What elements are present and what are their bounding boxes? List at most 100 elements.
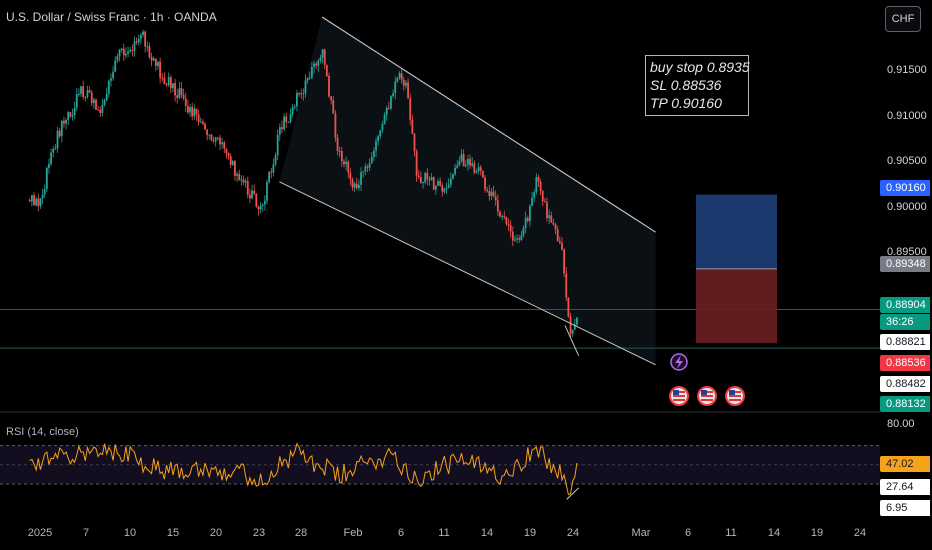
candle-body — [45, 168, 48, 190]
candle-body — [338, 150, 341, 152]
candle-body — [276, 134, 279, 156]
rsi-value-tag: 27.64 — [880, 479, 930, 495]
candle-body — [514, 239, 516, 241]
candle-body — [449, 178, 452, 185]
y-tick-label: 0.91000 — [887, 110, 927, 122]
channel-upper-line-overlay — [321, 16, 656, 233]
candle-body — [509, 225, 512, 232]
candle-body — [407, 82, 409, 99]
candle-body — [157, 61, 159, 66]
candle-body — [229, 155, 232, 165]
candle-body — [268, 171, 271, 183]
candle-body — [189, 106, 191, 113]
candle-body — [58, 130, 61, 137]
candle-body — [242, 179, 245, 183]
us-flag-icon[interactable] — [697, 386, 717, 406]
candle-body — [97, 109, 100, 111]
candle-body — [133, 41, 136, 51]
candle-body — [441, 185, 444, 192]
trade-note[interactable]: buy stop 0.8935 SL 0.88536 TP 0.90160 — [645, 55, 750, 116]
candle-body — [169, 77, 172, 89]
candle-body — [349, 172, 352, 180]
x-tick-label: Mar — [631, 527, 651, 539]
candle-body — [539, 181, 542, 191]
candle-body — [400, 73, 403, 80]
candle-body — [139, 34, 142, 39]
candle-body — [201, 121, 204, 124]
x-tick-label: 2025 — [27, 527, 53, 539]
candle-body — [554, 224, 557, 230]
candle-body — [317, 60, 320, 66]
candle-body — [122, 48, 125, 56]
candle-body — [296, 93, 298, 107]
candle-body — [219, 137, 221, 145]
candle-body — [347, 161, 350, 173]
candle-body — [270, 171, 273, 173]
stop-loss-zone[interactable] — [696, 268, 777, 344]
candle-body — [387, 107, 390, 109]
candle-body — [336, 137, 339, 151]
candle-body — [172, 83, 174, 89]
candle-body — [69, 112, 72, 117]
candle-body — [302, 93, 305, 95]
candle-body — [358, 184, 360, 189]
candle-body — [56, 130, 59, 149]
candle-body — [330, 96, 333, 101]
candle-body — [84, 96, 87, 98]
candle-body — [283, 116, 286, 130]
channel-lower-line[interactable] — [279, 181, 656, 366]
candle-body — [486, 189, 489, 192]
take-profit-zone[interactable] — [696, 194, 777, 269]
candle-body — [343, 161, 345, 165]
lightning-icon[interactable] — [670, 353, 688, 371]
us-flag-icon[interactable] — [725, 386, 745, 406]
currency-button[interactable]: CHF — [885, 6, 921, 32]
candle-body — [375, 141, 377, 151]
x-tick-label: 7 — [82, 527, 90, 539]
candle-body — [409, 98, 412, 120]
candle-body — [54, 148, 57, 150]
candle-body — [127, 51, 129, 54]
candle-body — [281, 127, 283, 130]
candle-body — [550, 215, 553, 223]
candle-body — [293, 106, 296, 108]
candle-body — [240, 179, 243, 181]
candle-body — [110, 78, 112, 81]
candle-body — [116, 56, 119, 61]
candle-body — [422, 182, 424, 184]
candle-body — [180, 88, 183, 96]
divergence-line[interactable] — [564, 325, 580, 356]
candle-body — [546, 201, 548, 219]
y-tick-label: 0.89500 — [887, 246, 927, 258]
candle-body — [144, 31, 147, 47]
note-take-profit: TP 0.90160 — [650, 95, 722, 111]
candle-body — [214, 137, 217, 142]
candle-body — [65, 119, 67, 124]
candle-body — [548, 215, 551, 219]
candle-body — [351, 179, 354, 188]
rsi-divergence-line[interactable] — [566, 487, 579, 500]
candle-body — [266, 182, 268, 201]
candle-body — [182, 95, 185, 99]
candle-body — [355, 183, 358, 189]
candle-body — [334, 113, 337, 138]
candle-body — [434, 185, 437, 190]
candle-body — [67, 112, 70, 120]
us-flag-icon[interactable] — [669, 386, 689, 406]
candle-body — [460, 154, 463, 162]
y-tick-label: 0.90500 — [887, 155, 927, 167]
candle-body — [370, 156, 373, 164]
candle-body — [535, 177, 538, 193]
y-tick-label: 0.90000 — [887, 201, 927, 213]
candle-body — [469, 159, 471, 166]
candle-body — [52, 148, 55, 153]
candle-body — [313, 63, 315, 68]
candle-body — [411, 119, 414, 134]
candle-body — [101, 104, 104, 113]
candle-body — [163, 77, 166, 85]
channel-shading — [279, 17, 656, 365]
candle-body — [287, 121, 290, 123]
candle-body — [321, 49, 324, 58]
candle-body — [75, 94, 78, 108]
